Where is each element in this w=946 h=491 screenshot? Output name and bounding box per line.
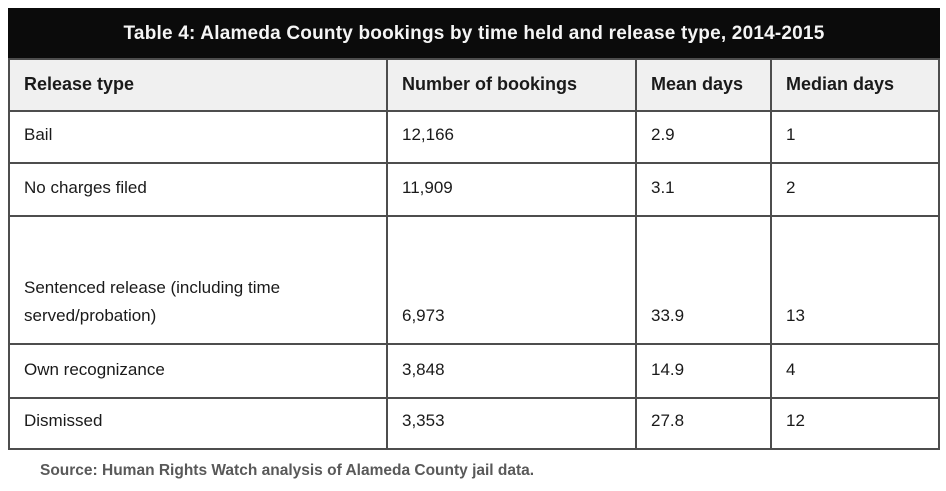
cell-number-of-bookings: 12,166 [386, 110, 637, 164]
cell-number-of-bookings: 3,353 [386, 396, 637, 451]
column-header-median-days: Median days [769, 58, 941, 112]
cell-number-of-bookings: 6,973 [386, 215, 637, 345]
column-header-release-type: Release type [8, 58, 388, 112]
source-note: Source: Human Rights Watch analysis of A… [40, 462, 535, 480]
cell-mean-days: 2.9 [635, 110, 772, 164]
table-row-dismissed: Dismissed 3,353 27.8 12 [8, 396, 941, 451]
column-header-mean-days: Mean days [635, 58, 772, 112]
column-header-number-of-bookings: Number of bookings [386, 58, 637, 112]
cell-release-type: No charges filed [8, 162, 388, 217]
table-row-sentenced-release: Sentenced release (including time served… [8, 215, 941, 345]
cell-median-days: 13 [769, 215, 941, 345]
cell-median-days: 2 [769, 162, 941, 217]
table-title: Table 4: Alameda County bookings by time… [7, 8, 941, 60]
cell-number-of-bookings: 11,909 [386, 162, 637, 217]
cell-release-type: Dismissed [8, 396, 388, 451]
table-row-bail: Bail 12,166 2.9 1 [8, 110, 941, 164]
cell-mean-days: 33.9 [635, 215, 772, 345]
cell-median-days: 4 [769, 343, 941, 399]
cell-release-type: Own recognizance [8, 343, 388, 399]
cell-mean-days: 14.9 [635, 343, 772, 399]
cell-median-days: 12 [769, 396, 941, 451]
table-row-own-recognizance: Own recognizance 3,848 14.9 4 [8, 343, 941, 399]
bookings-table: Table 4: Alameda County bookings by time… [7, 8, 941, 451]
cell-number-of-bookings: 3,848 [386, 343, 637, 399]
table-row-no-charges-filed: No charges filed 11,909 3.1 2 [8, 162, 941, 217]
cell-release-type: Bail [8, 110, 388, 164]
cell-release-type: Sentenced release (including time served… [8, 215, 388, 345]
table-title-row: Table 4: Alameda County bookings by time… [7, 8, 941, 60]
cell-mean-days: 3.1 [635, 162, 772, 217]
table-header-row: Release type Number of bookings Mean day… [8, 58, 941, 112]
cell-mean-days: 27.8 [635, 396, 772, 451]
cell-median-days: 1 [769, 110, 941, 164]
